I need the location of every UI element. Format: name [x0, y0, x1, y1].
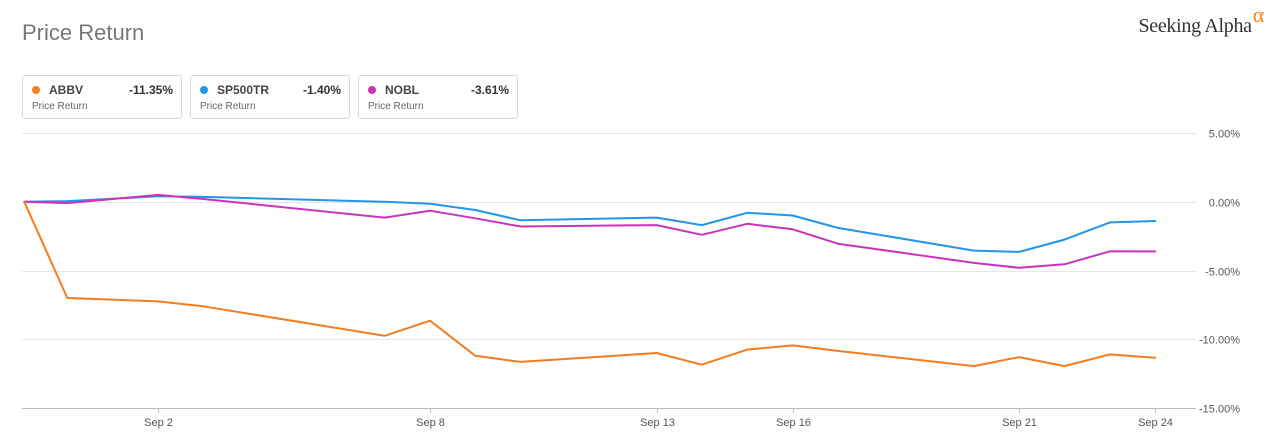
y-tick-label: -10.00% [1199, 335, 1240, 347]
x-tick-label: Sep 21 [1002, 417, 1037, 429]
brand-name: Seeking Alpha [1138, 15, 1252, 37]
alpha-icon: α [1252, 2, 1265, 27]
series-dot-icon [368, 86, 376, 94]
legend-value: -3.61% [470, 83, 509, 97]
brand-logo: Seeking Alphaα [1138, 2, 1264, 38]
series-line-nobl [23, 193, 1157, 269]
legend-subtitle: Price Return [200, 101, 256, 112]
legend-card-sp500tr[interactable]: SP500TR -1.40% Price Return [190, 75, 350, 119]
y-tick-label: 5.00% [1209, 129, 1240, 141]
y-tick-label: -15.00% [1199, 404, 1240, 416]
legend-subtitle: Price Return [368, 101, 424, 112]
series-line-sp500tr [23, 195, 1157, 253]
x-tick-label: Sep 16 [776, 417, 811, 429]
x-axis: Sep 2 Sep 8 Sep 13 Sep 16 Sep 21 Sep 24 [144, 408, 1173, 429]
series-dot-icon [200, 86, 208, 94]
legend-value: -1.40% [302, 83, 341, 97]
page-title: Price Return [22, 20, 145, 45]
y-tick-label: 0.00% [1209, 198, 1240, 210]
legend-ticker: ABBV [49, 83, 84, 97]
series-line-abbv [23, 200, 1157, 368]
legend-value: -11.35% [128, 83, 173, 97]
x-tick-label: Sep 13 [640, 417, 675, 429]
legend-card-nobl[interactable]: NOBL -3.61% Price Return [358, 75, 518, 119]
y-tick-label: -5.00% [1205, 267, 1240, 279]
legend-ticker: NOBL [385, 83, 419, 97]
x-tick-label: Sep 2 [144, 417, 173, 429]
legend-card-abbv[interactable]: ABBV -11.35% Price Return [22, 75, 182, 119]
x-tick-label: Sep 8 [416, 417, 445, 429]
legend-subtitle: Price Return [32, 101, 88, 112]
series-dot-icon [32, 86, 40, 94]
series-lines [23, 193, 1157, 368]
legend: ABBV -11.35% Price Return SP500TR -1.40%… [22, 75, 518, 119]
gridlines [22, 133, 1196, 409]
x-tick-label: Sep 24 [1138, 417, 1173, 429]
legend-ticker: SP500TR [217, 83, 270, 97]
y-axis: 5.00% 0.00% -5.00% -10.00% -15.00% [1199, 129, 1240, 416]
